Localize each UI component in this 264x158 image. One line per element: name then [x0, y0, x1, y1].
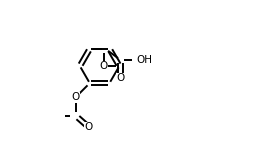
Text: O: O — [100, 61, 108, 71]
Text: OH: OH — [136, 55, 152, 65]
Text: O: O — [116, 73, 125, 83]
Text: O: O — [71, 92, 80, 102]
Text: O: O — [85, 122, 93, 132]
